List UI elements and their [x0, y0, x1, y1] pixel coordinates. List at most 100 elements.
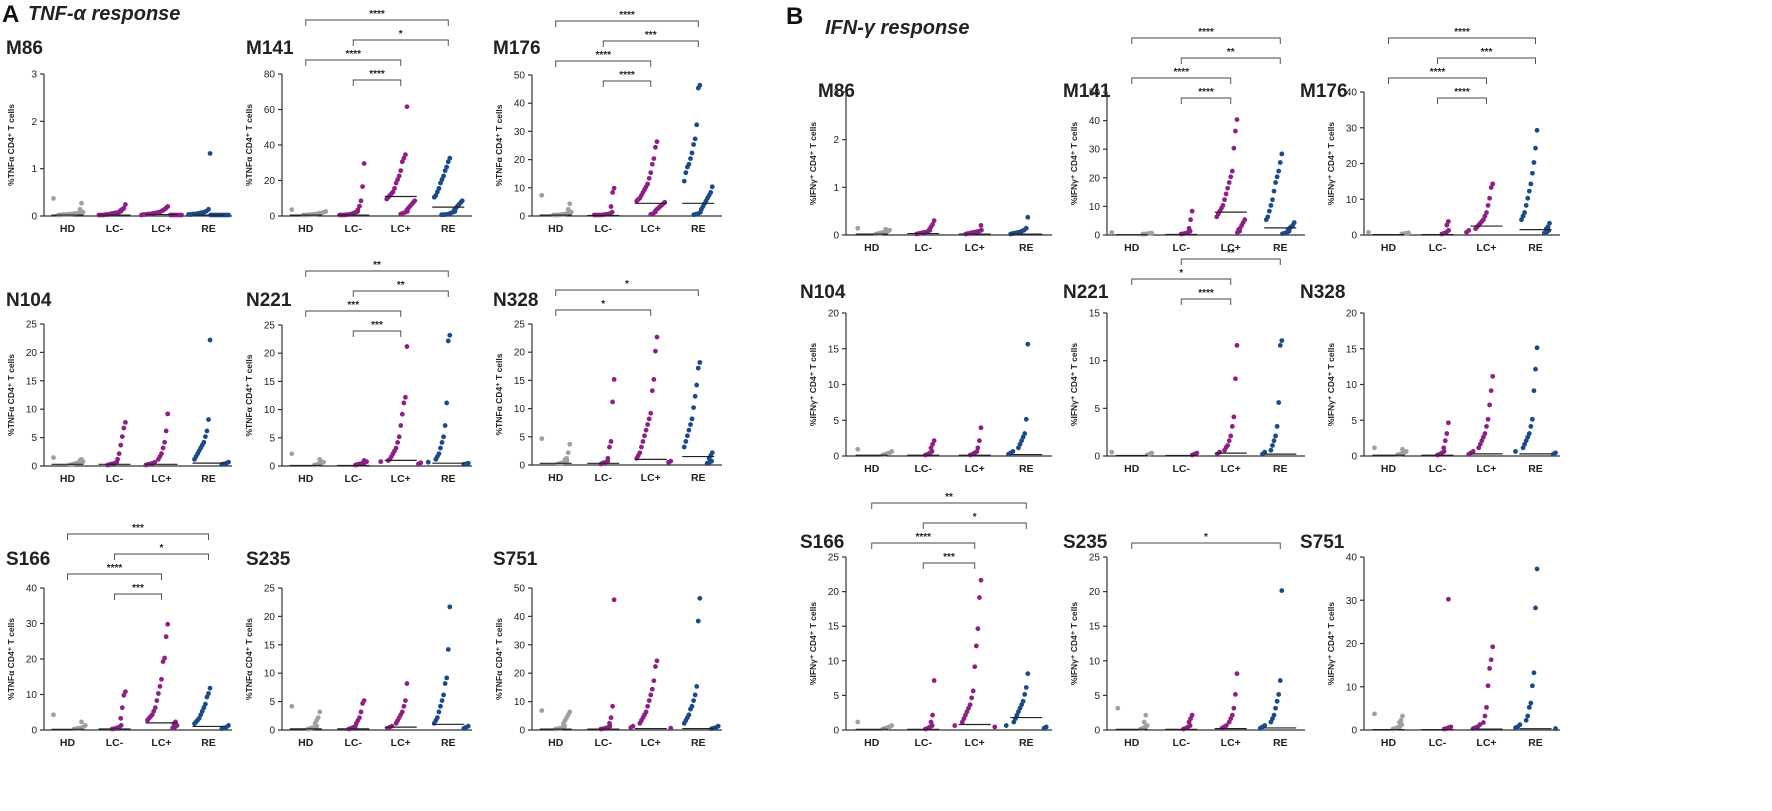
y-axis-label: %IFNγ⁺ CD4⁺ T cells — [808, 602, 818, 685]
data-point — [637, 720, 643, 726]
data-point — [1234, 342, 1240, 348]
data-point — [395, 440, 401, 445]
data-point — [689, 150, 695, 156]
data-point — [51, 196, 56, 201]
data-point — [684, 433, 690, 439]
significance-bracket — [1180, 97, 1232, 104]
data-point — [154, 698, 160, 703]
data-point — [404, 104, 410, 110]
category-label: HD — [60, 223, 76, 235]
data-point — [79, 200, 84, 206]
significance-bracket — [305, 310, 402, 317]
y-tick-label: 25 — [264, 321, 276, 332]
y-tick-label: 20 — [514, 348, 526, 359]
category-label: LC- — [345, 737, 363, 749]
significance-bracket — [352, 39, 449, 46]
data-point — [1280, 231, 1285, 237]
y-axis-label: %TNFα CD4⁺ T cells — [494, 104, 504, 186]
data-point — [640, 439, 646, 444]
data-point — [461, 726, 467, 731]
chart-title: S166 — [6, 549, 50, 570]
data-point — [970, 688, 976, 694]
category-label: LC- — [595, 223, 613, 235]
category-label: LC- — [1429, 242, 1447, 254]
data-point — [436, 709, 442, 715]
data-point — [163, 428, 169, 434]
y-tick-label: 15 — [264, 640, 276, 651]
chart-title: N328 — [493, 290, 538, 311]
data-point — [1268, 447, 1274, 453]
data-point — [1257, 725, 1263, 731]
data-point — [401, 400, 407, 406]
category-label: HD — [60, 473, 76, 485]
data-point — [969, 695, 975, 701]
data-point — [855, 446, 861, 452]
significance-bracket — [352, 330, 402, 337]
data-point — [1141, 719, 1147, 725]
significance-bracket — [352, 79, 402, 86]
data-point — [289, 207, 295, 213]
data-point — [666, 459, 671, 465]
data-point — [1022, 431, 1028, 436]
data-point — [539, 436, 545, 442]
significance-bracket — [305, 19, 449, 26]
y-tick-label: 10 — [1089, 656, 1101, 667]
category-label: HD — [1124, 242, 1140, 254]
y-tick-label: 0 — [1351, 452, 1357, 463]
panel-b-title: IFN-γ response — [825, 17, 969, 39]
category-label: LC- — [595, 472, 613, 484]
y-tick-label: 30 — [514, 127, 526, 138]
y-tick-label: 25 — [26, 320, 38, 331]
data-point — [119, 705, 125, 711]
data-point — [697, 360, 703, 365]
data-point — [1025, 341, 1031, 347]
y-tick-label: 15 — [1089, 622, 1101, 633]
data-point — [1276, 168, 1282, 174]
data-point — [565, 450, 571, 456]
data-point — [855, 719, 861, 725]
data-point — [1400, 713, 1405, 719]
category-label: RE — [1019, 737, 1034, 749]
data-point — [1441, 445, 1447, 451]
y-axis-label: %TNFα CD4⁺ T cells — [6, 354, 16, 436]
data-point — [1444, 431, 1450, 436]
data-point — [959, 719, 965, 725]
significance-label: **** — [915, 532, 931, 543]
y-tick-label: 5 — [833, 691, 839, 702]
y-tick-label: 0 — [31, 726, 37, 737]
data-point — [648, 170, 654, 176]
data-point — [683, 170, 689, 176]
y-tick-label: 15 — [828, 622, 840, 633]
data-point — [445, 159, 451, 165]
y-tick-label: 5 — [1094, 404, 1100, 415]
y-tick-label: 40 — [1346, 88, 1358, 99]
data-point — [439, 440, 445, 445]
data-point — [1487, 402, 1493, 408]
y-tick-label: 0 — [833, 231, 839, 242]
data-point — [51, 712, 56, 718]
data-point — [608, 204, 614, 209]
category-label: LC+ — [1476, 737, 1496, 749]
data-point — [139, 212, 144, 218]
y-tick-label: 1 — [833, 183, 839, 194]
chart-title: M141 — [246, 38, 294, 59]
data-point — [1022, 692, 1028, 697]
data-point — [691, 142, 696, 147]
data-point — [1519, 217, 1524, 223]
data-point — [79, 719, 84, 725]
data-point — [1485, 203, 1491, 208]
data-point — [1485, 683, 1491, 689]
data-point — [121, 425, 127, 431]
data-point — [952, 723, 958, 728]
data-point — [404, 681, 410, 686]
data-point — [202, 434, 208, 439]
data-point — [931, 218, 937, 224]
y-tick-label: 20 — [264, 349, 276, 360]
data-point — [1442, 438, 1448, 444]
data-point — [378, 459, 384, 465]
data-point — [1531, 388, 1537, 394]
data-point — [1268, 203, 1274, 208]
category-label: RE — [1528, 242, 1543, 254]
category-label: LC- — [1173, 737, 1191, 749]
data-point — [162, 439, 168, 445]
